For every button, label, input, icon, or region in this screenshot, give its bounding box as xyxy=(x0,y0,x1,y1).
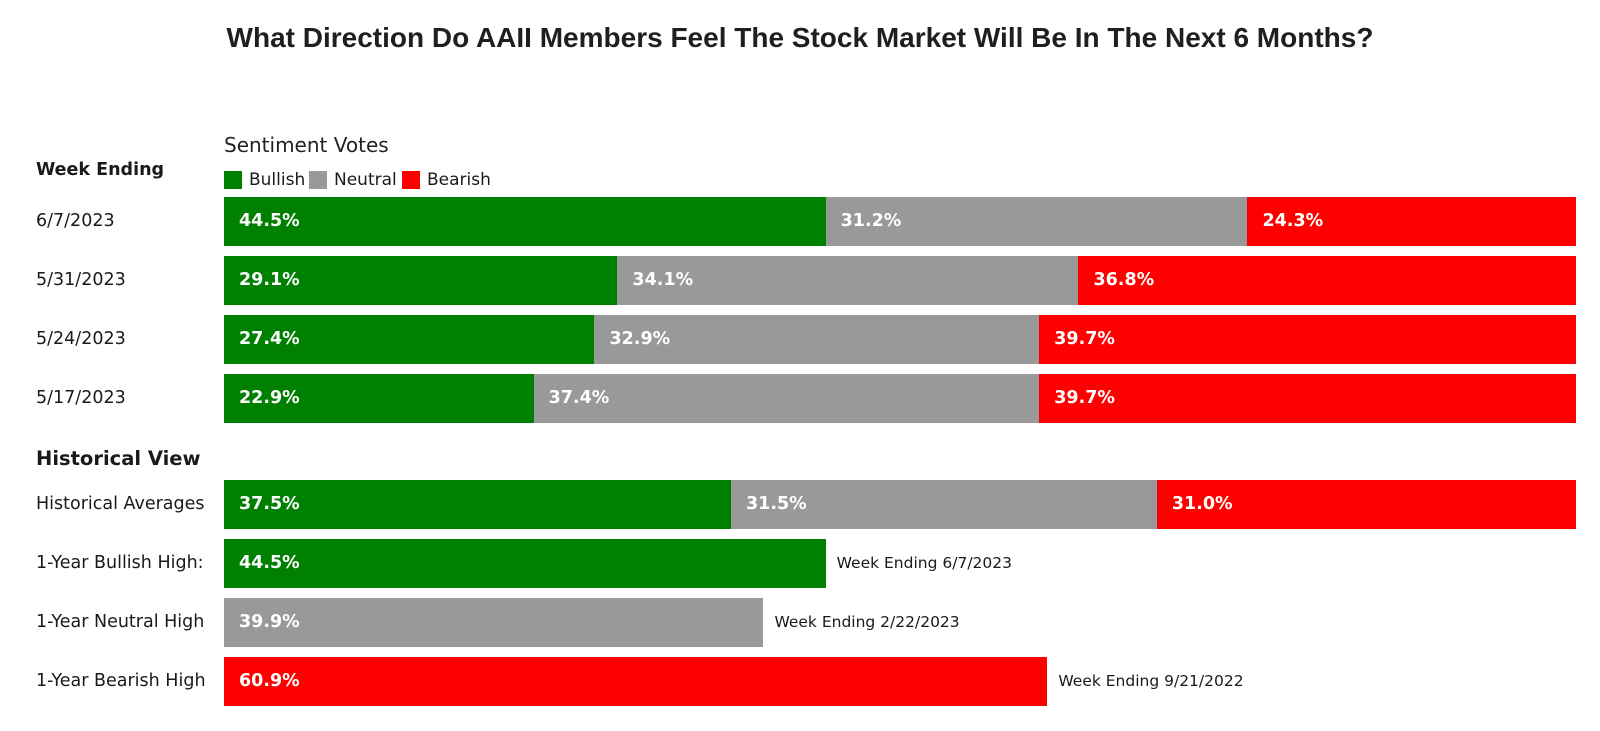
historical-note-3: Week Ending 9/21/2022 xyxy=(1058,672,1244,690)
legend-item-bullish: Bullish xyxy=(224,170,305,190)
legend-item-neutral: Neutral xyxy=(309,170,397,190)
historical-bar-0-bullish: 37.5% xyxy=(224,480,731,529)
historical-bar-1-bullish: 44.5% xyxy=(224,539,826,588)
weekly-label-0: 6/7/2023 xyxy=(36,211,115,231)
weekly-bar-2-bullish: 27.4% xyxy=(224,315,595,364)
weekly-bar-0-bearish: 24.3% xyxy=(1247,197,1576,246)
legend-label-bearish: Bearish xyxy=(427,170,491,190)
weekly-bar-1-bearish: 36.8% xyxy=(1078,256,1576,305)
legend-swatch-bullish xyxy=(224,171,242,189)
weekly-bar-2-neutral: 32.9% xyxy=(594,315,1040,364)
historical-bar-0-neutral: 31.5% xyxy=(731,480,1157,529)
historical-note-1: Week Ending 6/7/2023 xyxy=(836,554,1012,572)
weekly-label-2: 5/24/2023 xyxy=(36,329,126,349)
legend-label-neutral: Neutral xyxy=(334,170,397,190)
weekly-bar-3-bullish: 22.9% xyxy=(224,374,534,423)
historical-label-1: 1-Year Bullish High: xyxy=(36,553,204,573)
week-ending-header: Week Ending xyxy=(36,160,165,180)
historical-view-header: Historical View xyxy=(36,447,201,470)
historical-bar-3-bearish: 60.9% xyxy=(224,657,1048,706)
weekly-label-1: 5/31/2023 xyxy=(36,270,126,290)
historical-label-3: 1-Year Bearish High xyxy=(36,671,206,691)
legend-label-bullish: Bullish xyxy=(249,170,306,190)
legend-swatch-neutral xyxy=(309,171,327,189)
historical-bar-0-bearish: 31.0% xyxy=(1156,480,1576,529)
historical-label-0: Historical Averages xyxy=(36,494,205,514)
historical-label-2: 1-Year Neutral High xyxy=(36,612,205,632)
weekly-bar-0-bullish: 44.5% xyxy=(224,197,826,246)
weekly-label-3: 5/17/2023 xyxy=(36,388,126,408)
weekly-bar-3-bearish: 39.7% xyxy=(1039,374,1576,423)
weekly-bar-2-bearish: 39.7% xyxy=(1039,315,1576,364)
chart-title: What Direction Do AAII Members Feel The … xyxy=(226,22,1374,53)
weekly-bar-0-neutral: 31.2% xyxy=(825,197,1248,246)
legend-item-bearish: Bearish xyxy=(402,170,491,190)
historical-bar-2-neutral: 39.9% xyxy=(224,598,764,647)
legend-title: Sentiment Votes xyxy=(224,133,389,157)
legend-swatch-bearish xyxy=(402,171,420,189)
historical-note-2: Week Ending 2/22/2023 xyxy=(774,613,960,631)
weekly-bar-1-neutral: 34.1% xyxy=(617,256,1079,305)
weekly-bar-3-neutral: 37.4% xyxy=(533,374,1040,423)
weekly-bar-1-bullish: 29.1% xyxy=(224,256,618,305)
